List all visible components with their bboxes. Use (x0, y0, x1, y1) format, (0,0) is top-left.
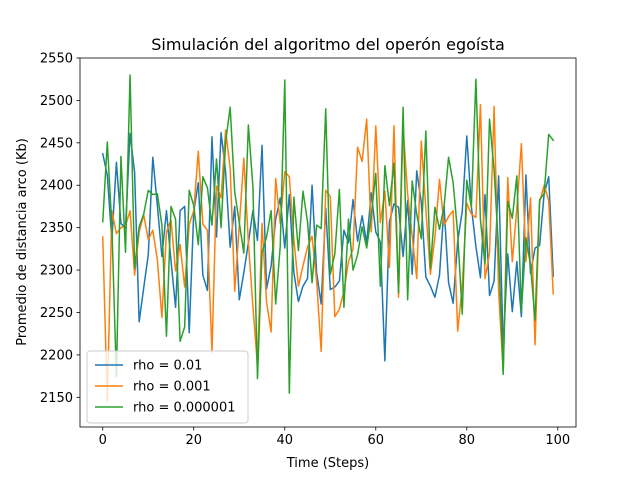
legend: rho = 0.01 rho = 0.001 rho = 0.000001 (86, 350, 249, 424)
legend-box (86, 350, 249, 424)
y-tick-label: 2250 (40, 306, 73, 321)
plot-area (101, 74, 555, 403)
y-tick-label: 2400 (40, 179, 73, 194)
y-tick-label: 2350 (40, 221, 73, 236)
y-tick-label: 2150 (40, 391, 73, 406)
axes: 0 20 40 60 80 100 2150 2200 2250 2300 2350 2400 2450… (40, 52, 577, 448)
y-tick-label: 2550 (40, 52, 73, 67)
x-tick-label: 0 (99, 433, 107, 448)
series-lines (101, 74, 555, 403)
y-tick-label: 2300 (40, 264, 73, 279)
y-tick-label: 2200 (40, 348, 73, 363)
x-tick-label: 60 (368, 433, 385, 448)
series-line-3 (101, 74, 555, 394)
legend-label: rho = 0.01 (133, 359, 202, 374)
y-tick-label: 2500 (40, 94, 73, 109)
legend-label: rho = 0.001 (133, 380, 211, 395)
y-axis-label: Promedio de distancia arco (Kb) (15, 138, 30, 346)
axes-frame (79, 57, 577, 428)
x-tick-label: 80 (459, 433, 476, 448)
legend-label: rho = 0.000001 (133, 401, 236, 416)
x-tick-label: 40 (276, 433, 293, 448)
x-axis-label: Time (Steps) (286, 456, 369, 471)
x-tick-label: 20 (185, 433, 202, 448)
x-tick-label: 100 (545, 433, 570, 448)
y-tick-label: 2450 (40, 136, 73, 151)
chart-title: Simulación del algoritmo del operón egoí… (151, 35, 505, 54)
